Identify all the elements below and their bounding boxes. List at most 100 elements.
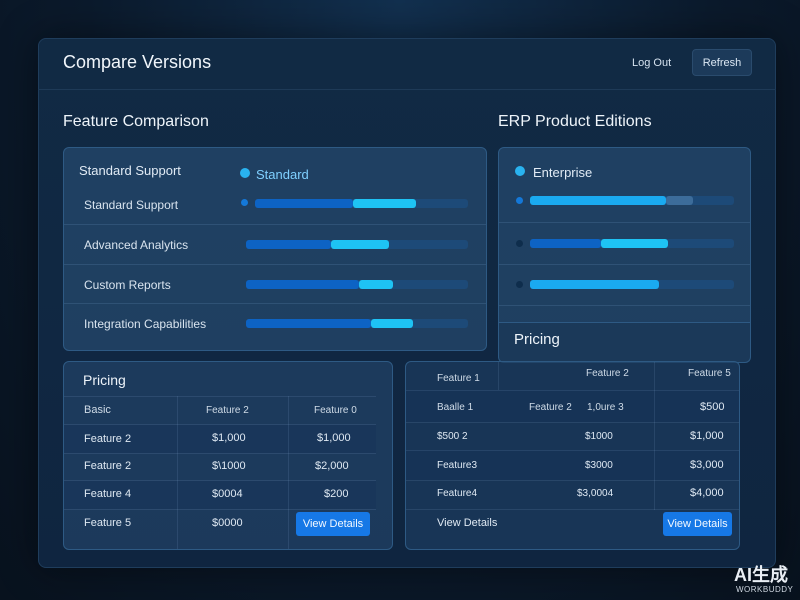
- watermark-sub: WORKBUDDY: [736, 585, 794, 594]
- table-cell: $1,000: [317, 432, 351, 444]
- table-cell: Feature 2: [84, 433, 132, 445]
- feature-bar-segment-dark: [246, 319, 371, 328]
- pricing-right-header-panel: [498, 323, 751, 363]
- view-details-link[interactable]: View Details: [437, 517, 498, 529]
- edition-bar: [530, 280, 734, 289]
- feature-bar: [255, 199, 468, 208]
- feature-bar: [246, 280, 468, 289]
- feature-bar-segment-light: [371, 319, 413, 328]
- table-row-band: [64, 481, 376, 509]
- column-divider: [654, 362, 655, 510]
- edition-bar-segment-tail: [666, 196, 693, 205]
- table-cell: Feature4: [437, 488, 478, 499]
- edition-bar-segment-light: [601, 239, 668, 248]
- page-title: Compare Versions: [63, 52, 212, 72]
- row-marker-dot: [516, 240, 523, 247]
- table-cell: $3,000: [690, 459, 724, 471]
- row-marker-dot: [516, 197, 523, 204]
- row-divider: [499, 264, 750, 265]
- standard-legend-label: Standard: [256, 167, 309, 182]
- table-cell: $3000: [585, 460, 613, 471]
- column-divider: [288, 396, 289, 549]
- row-divider: [499, 305, 750, 306]
- feature-bar-segment-dark: [255, 199, 353, 208]
- table-header: Feature 5: [688, 368, 731, 379]
- table-header: Basic: [84, 404, 111, 416]
- pricing-right-title: Pricing: [514, 331, 560, 348]
- feature-row-label: Advanced Analytics: [84, 238, 189, 252]
- enterprise-legend-label: Enterprise: [533, 165, 593, 180]
- table-cell: $2,000: [315, 460, 349, 472]
- row-divider: [64, 303, 486, 304]
- row-divider: [64, 509, 376, 510]
- feature-bar-segment-light: [331, 240, 389, 249]
- feature-row-label: Standard Support: [84, 198, 179, 212]
- table-row-band: [406, 450, 739, 480]
- row-divider: [406, 390, 739, 391]
- table-cell: $3,0004: [577, 488, 614, 499]
- table-cell: $500: [700, 401, 725, 413]
- table-cell: $0000: [212, 517, 243, 529]
- edition-bar-segment-light: [530, 280, 659, 289]
- row-divider: [64, 453, 376, 454]
- table-header: Feature 2: [206, 405, 249, 416]
- feature-comparison-panel: [63, 147, 487, 351]
- table-cell: Baalle 1: [437, 402, 474, 413]
- table-cell: Feature 5: [84, 517, 132, 529]
- erp-editions-title: ERP Product Editions: [498, 113, 652, 130]
- view-details-button[interactable]: View Details: [296, 512, 370, 536]
- row-divider: [499, 222, 750, 223]
- table-cell: $1,000: [690, 430, 724, 442]
- table-cell: $4,000: [690, 487, 724, 499]
- column-divider: [177, 396, 178, 549]
- table-row-band: [406, 390, 739, 422]
- row-divider: [406, 422, 739, 423]
- erp-editions-panel: [498, 147, 751, 323]
- feature-comparison-title: Feature Comparison: [63, 113, 209, 130]
- logout-button[interactable]: Log Out: [626, 52, 677, 74]
- row-divider: [406, 480, 739, 481]
- table-cell: $500 2: [437, 431, 468, 442]
- row-divider: [406, 450, 739, 451]
- refresh-button[interactable]: Refresh: [692, 49, 752, 76]
- feature-bar-segment-dark: [246, 280, 359, 289]
- row-divider: [64, 480, 376, 481]
- table-row-band: [64, 425, 376, 453]
- table-cell: $1,000: [212, 432, 246, 444]
- row-divider: [64, 424, 376, 425]
- enterprise-legend-dot: [515, 166, 525, 176]
- table-header: Feature 0: [314, 405, 357, 416]
- feature-bar-segment-light: [353, 199, 416, 208]
- table-cell: $200: [324, 488, 349, 500]
- row-divider: [406, 509, 739, 510]
- edition-bar: [530, 239, 734, 248]
- view-details-button[interactable]: View Details: [663, 512, 732, 536]
- pricing-left-title: Pricing: [83, 372, 126, 388]
- feature-bar-segment-light: [359, 280, 393, 289]
- table-cell: $1000: [585, 431, 613, 442]
- row-divider: [64, 396, 376, 397]
- column-divider: [498, 362, 499, 390]
- feature-row-label: Integration Capabilities: [84, 317, 207, 331]
- feature-row-label: Custom Reports: [84, 278, 171, 292]
- watermark-logo: AI生成: [734, 565, 788, 585]
- table-cell: $0004: [212, 488, 243, 500]
- edition-bar-segment-light: [530, 196, 666, 205]
- table-cell: Feature 2: [84, 460, 132, 472]
- table-cell: Feature 2: [529, 402, 572, 413]
- top-bar: [38, 38, 776, 90]
- row-divider: [64, 264, 486, 265]
- edition-bar: [530, 196, 734, 205]
- table-cell: Feature 4: [84, 488, 132, 500]
- table-header: Feature 2: [586, 368, 629, 379]
- table-cell: $\1000: [212, 460, 246, 472]
- edition-bar-segment-dark: [530, 239, 601, 248]
- row-marker-dot: [516, 281, 523, 288]
- feature-comparison-panel-label: Standard Support: [79, 163, 181, 178]
- table-header: Feature 1: [437, 373, 480, 384]
- table-cell: Feature3: [437, 460, 478, 471]
- table-cell: 1,0ure 3: [587, 402, 624, 413]
- row-marker-dot: [241, 199, 248, 206]
- feature-bar: [246, 319, 468, 328]
- row-divider: [64, 224, 486, 225]
